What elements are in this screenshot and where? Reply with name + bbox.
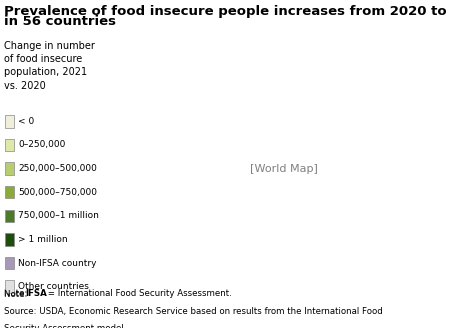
Text: IFSA: IFSA: [25, 289, 46, 297]
Text: Non-IFSA country: Non-IFSA country: [18, 258, 96, 268]
Text: < 0: < 0: [18, 117, 34, 126]
Text: Note:: Note:: [4, 290, 31, 299]
Text: 750,000–1 million: 750,000–1 million: [18, 211, 99, 220]
Text: 250,000–500,000: 250,000–500,000: [18, 164, 97, 173]
Text: Source: USDA, Economic Research Service based on results from the International : Source: USDA, Economic Research Service …: [4, 307, 383, 316]
Text: 0–250,000: 0–250,000: [18, 140, 65, 150]
Text: [World Map]: [World Map]: [250, 164, 317, 174]
Text: 500,000–750,000: 500,000–750,000: [18, 188, 97, 197]
Text: Change in number
of food insecure
population, 2021
vs. 2020: Change in number of food insecure popula…: [4, 41, 95, 91]
Text: in 56 countries: in 56 countries: [4, 15, 117, 28]
Text: Note:: Note:: [4, 289, 31, 297]
Text: Security Assessment model.: Security Assessment model.: [4, 324, 127, 328]
Text: = International Food Security Assessment.: = International Food Security Assessment…: [45, 289, 231, 297]
Text: Prevalence of food insecure people increases from 2020 to 2021: Prevalence of food insecure people incre…: [4, 5, 450, 18]
Text: Other countries: Other countries: [18, 282, 89, 291]
Text: > 1 million: > 1 million: [18, 235, 68, 244]
